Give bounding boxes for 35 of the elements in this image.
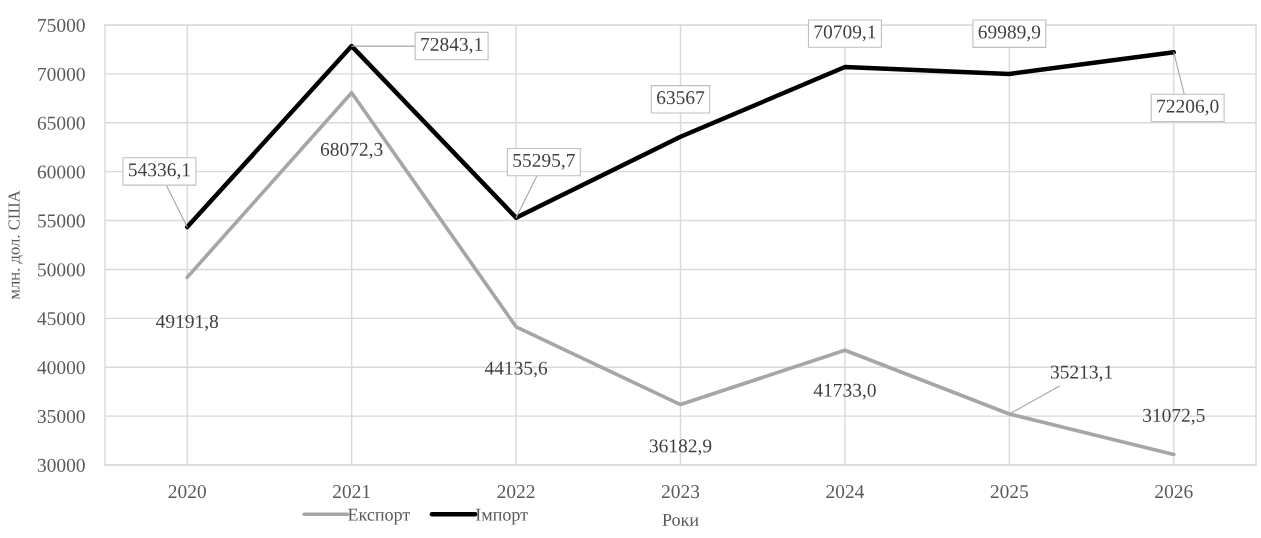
x-axis-title: Роки xyxy=(662,513,699,526)
data-label: 72206,0 xyxy=(1157,99,1219,116)
data-label: 69989,9 xyxy=(978,25,1041,42)
y-tick-label: 35000 xyxy=(37,409,85,424)
x-tick-label: 2024 xyxy=(826,485,865,499)
data-label: 55295,7 xyxy=(513,153,575,170)
x-tick-label: 2022 xyxy=(497,485,535,499)
data-label: 41733,0 xyxy=(813,383,876,400)
x-tick-label: 2025 xyxy=(990,485,1029,499)
y-tick-label: 40000 xyxy=(37,361,85,375)
y-tick-label: 60000 xyxy=(37,165,85,179)
y-tick-label: 45000 xyxy=(37,312,85,326)
data-label: 54336,1 xyxy=(128,163,190,180)
data-label: 44135,6 xyxy=(484,361,548,378)
data-label: 63567 xyxy=(657,91,705,105)
x-tick-label: 2020 xyxy=(168,485,206,499)
y-tick-label: 55000 xyxy=(38,214,85,228)
x-tick-label: 2026 xyxy=(1155,485,1193,499)
data-label: 70709,1 xyxy=(814,25,876,42)
data-label: 31072,5 xyxy=(1143,408,1205,425)
legend-label: Експорт xyxy=(348,508,410,525)
y-tick-label: 30000 xyxy=(37,458,85,472)
y-tick-label: 70000 xyxy=(38,67,85,81)
data-label: 49191,8 xyxy=(156,314,219,331)
x-tick-label: 2023 xyxy=(661,485,700,499)
y-tick-label: 75000 xyxy=(38,18,85,32)
x-tick-label: 2021 xyxy=(333,485,370,499)
y-axis-title: млн. дол. США xyxy=(8,190,23,300)
legend-label: Імпорт xyxy=(475,508,528,525)
data-label: 36182,9 xyxy=(649,439,712,456)
y-tick-label: 50000 xyxy=(38,263,85,277)
data-label: 72843,1 xyxy=(421,37,483,54)
y-tick-label: 65000 xyxy=(37,116,85,130)
data-label: 35213,1 xyxy=(1050,365,1113,382)
data-label: 68072,3 xyxy=(320,142,383,159)
